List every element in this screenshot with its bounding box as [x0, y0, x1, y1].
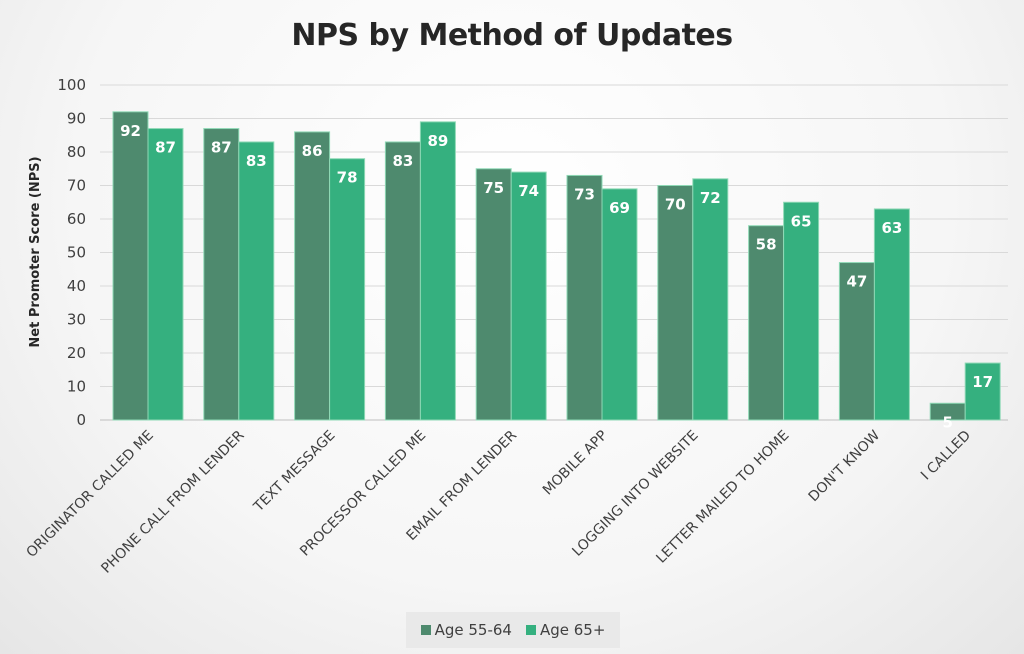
legend-label: Age 55-64 [434, 621, 512, 639]
data-label: 89 [427, 132, 448, 150]
data-label: 86 [302, 142, 323, 160]
x-tick-label: I CALLED [918, 428, 974, 484]
bar [475, 168, 512, 421]
chart-title: NPS by Method of Updates [291, 18, 733, 53]
y-tick-label: 20 [67, 344, 86, 362]
bar [964, 362, 1001, 421]
bar [566, 174, 603, 421]
y-tick-label: 70 [67, 177, 86, 195]
legend-item-age-55-64: Age 55-64 [420, 621, 512, 639]
y-tick-label: 80 [67, 143, 86, 161]
bar [329, 158, 366, 421]
data-label: 83 [392, 152, 413, 170]
x-tick-label: MOBILE APP [540, 428, 611, 499]
data-label: 74 [518, 182, 539, 200]
data-label: 58 [756, 236, 777, 254]
bar [294, 131, 331, 421]
bar [692, 178, 729, 421]
y-tick-label: 60 [67, 210, 86, 228]
data-label: 83 [246, 152, 267, 170]
data-label: 69 [609, 199, 630, 217]
x-tick-label: PHONE CALL FROM LENDER [98, 427, 247, 576]
bar [238, 141, 275, 421]
legend-label: Age 65+ [539, 621, 606, 639]
bar [510, 171, 547, 421]
data-label: 47 [846, 273, 867, 291]
bar [112, 111, 149, 421]
y-tick-label: 90 [67, 110, 86, 128]
y-axis-label: Net Promoter Score (NPS) [28, 156, 43, 347]
bar [203, 128, 240, 421]
legend-item-age-65-plus: Age 65+ [525, 621, 606, 639]
data-label: 17 [972, 373, 993, 391]
x-tick-label: DON'T KNOW [806, 427, 884, 505]
y-tick-label: 30 [67, 311, 86, 329]
legend: Age 55-64 Age 65+ [406, 612, 620, 648]
data-label: 87 [155, 139, 176, 157]
data-label: 75 [483, 179, 504, 197]
bar [873, 208, 910, 421]
data-label: 73 [574, 185, 595, 203]
y-tick-label: 100 [57, 76, 86, 94]
bar [657, 185, 694, 421]
data-label: 70 [665, 196, 686, 214]
legend-swatch [420, 625, 431, 635]
bar [147, 128, 184, 421]
data-label: 5 [942, 413, 952, 431]
data-label: 87 [211, 139, 232, 157]
y-tick-label: 0 [76, 411, 86, 429]
data-label: 65 [791, 212, 812, 230]
y-tick-label: 40 [67, 277, 86, 295]
data-label: 92 [120, 122, 141, 140]
bar [601, 188, 638, 421]
bar [783, 201, 820, 421]
data-label: 78 [337, 169, 358, 187]
bar [384, 141, 421, 421]
bar [748, 225, 785, 421]
data-label: 72 [700, 189, 721, 207]
legend-swatch [525, 625, 536, 635]
data-label: 63 [881, 219, 902, 237]
x-tick-label: TEXT MESSAGE [250, 428, 338, 516]
y-tick-label: 10 [67, 378, 86, 396]
bar [419, 121, 456, 421]
y-tick-label: 50 [67, 244, 86, 262]
